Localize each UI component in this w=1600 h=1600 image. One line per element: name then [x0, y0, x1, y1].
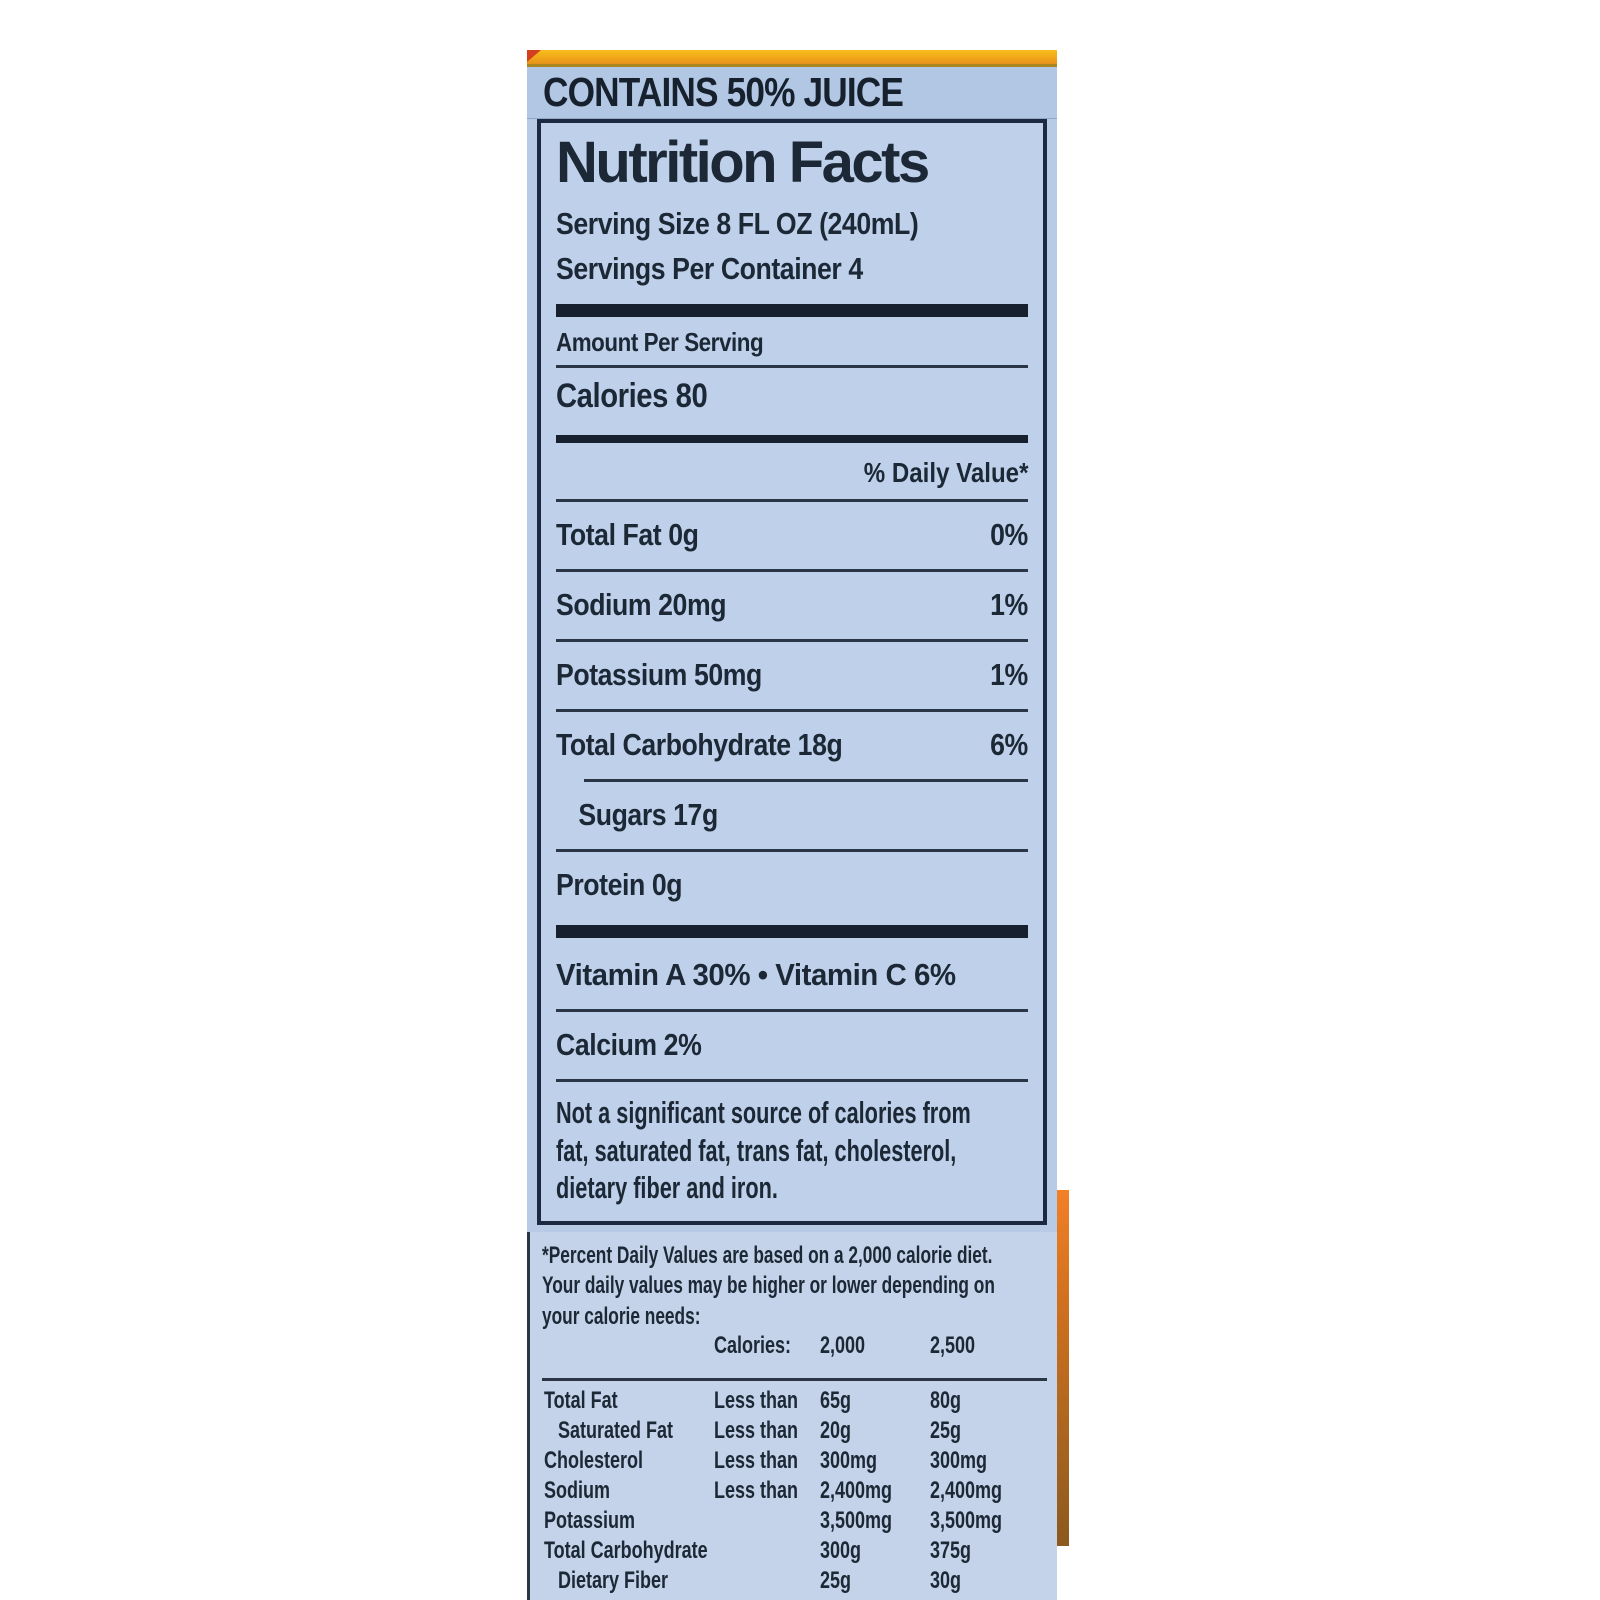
nutrition-facts-panel: Nutrition Facts Serving Size 8 FL OZ (24…	[537, 119, 1047, 1226]
footnote-text: *Percent Daily Values are based on a 2,0…	[542, 1242, 995, 1330]
hairline-divider-indented	[584, 778, 1028, 782]
panel-title: Nutrition Facts	[556, 130, 930, 195]
nutrient-row-sugars: Sugars 17g	[578, 796, 718, 832]
daily-value-cell: 1%	[990, 586, 1028, 622]
package-top-strip	[527, 50, 1057, 67]
daily-value-header: % Daily Value*	[863, 456, 1028, 488]
hairline-divider	[556, 498, 1028, 502]
nutrient-row-protein: Protein 0g	[556, 866, 683, 902]
table-row-potassium: Potassium 3,500mg 3,500mg	[544, 1506, 1003, 1534]
thick-divider	[556, 303, 1028, 317]
table-row-saturated-fat: Saturated Fat Less than 20g 25g	[558, 1416, 962, 1444]
table-row-cholesterol: Cholesterol Less than 300mg 300mg	[544, 1446, 988, 1474]
table-row-dietary-fiber: Dietary Fiber 25g 30g	[558, 1566, 962, 1594]
table-row-total-carbohydrate: Total Carbohydrate 300g 375g	[544, 1536, 972, 1564]
calories-row: Calories 80	[556, 368, 1028, 427]
calcium-row: Calcium 2%	[556, 1026, 702, 1062]
serving-size-line: Serving Size 8 FL OZ (240mL)	[556, 205, 919, 241]
package-corner-accent	[527, 50, 541, 62]
disclaimer-text: Not a significant source of calories fro…	[556, 1094, 971, 1206]
medium-divider	[556, 434, 1028, 443]
contains-banner-text: CONTAINS 50% JUICE	[543, 69, 904, 115]
daily-values-table: Calories: 2,000 2,500 Total Fat Less tha…	[542, 1332, 1047, 1597]
nutrient-row-total-fat: Total Fat 0g 0%	[556, 516, 1028, 552]
nutrient-row-potassium: Potassium 50mg 1%	[556, 656, 1028, 692]
daily-value-cell: 6%	[990, 726, 1028, 762]
vitamins-row: Vitamin A 30% • Vitamin C 6%	[556, 956, 956, 992]
nutrient-row-total-carbohydrate: Total Carbohydrate 18g 6%	[556, 726, 1028, 762]
amount-per-serving-label: Amount Per Serving	[556, 326, 764, 357]
hairline-divider	[556, 638, 1028, 642]
package-side-strip	[1057, 1190, 1069, 1546]
hairline-divider	[556, 708, 1028, 712]
calories-label: Calories	[556, 376, 668, 415]
table-header-row: Calories: 2,000 2,500	[714, 1331, 976, 1359]
hairline-divider	[556, 568, 1028, 572]
hairline-divider	[556, 848, 1028, 852]
table-row-sodium: Sodium Less than 2,400mg 2,400mg	[544, 1476, 1003, 1504]
nutrient-row-sodium: Sodium 20mg 1%	[556, 586, 1028, 622]
table-rule	[542, 1377, 1047, 1381]
thick-divider	[556, 924, 1028, 938]
hairline-divider	[556, 1008, 1028, 1012]
daily-values-footnote-panel: *Percent Daily Values are based on a 2,0…	[527, 1232, 1057, 1600]
servings-per-container-line: Servings Per Container 4	[556, 250, 863, 286]
calories-value: 80	[675, 376, 708, 415]
daily-value-cell: 0%	[990, 516, 1028, 552]
table-row-total-fat: Total Fat Less than 65g 80g	[544, 1386, 962, 1414]
contains-banner: CONTAINS 50% JUICE	[527, 67, 1057, 119]
daily-value-cell: 1%	[990, 656, 1028, 692]
nutrition-label: CONTAINS 50% JUICE Nutrition Facts Servi…	[527, 50, 1057, 1600]
hairline-divider	[556, 364, 1028, 368]
hairline-divider	[556, 1078, 1028, 1082]
